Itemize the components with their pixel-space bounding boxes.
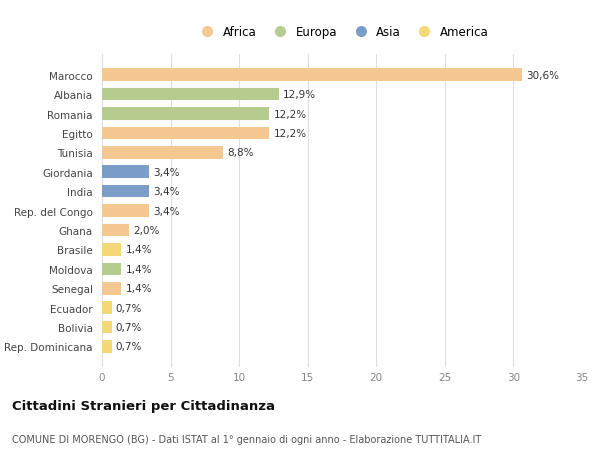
Text: 3,4%: 3,4% [153, 168, 179, 177]
Text: 3,4%: 3,4% [153, 206, 179, 216]
Text: 12,9%: 12,9% [283, 90, 316, 100]
Bar [102, 69, 521, 82]
Bar [102, 127, 269, 140]
Text: 1,4%: 1,4% [125, 264, 152, 274]
Text: 12,2%: 12,2% [274, 109, 307, 119]
Text: 3,4%: 3,4% [153, 187, 179, 197]
Bar [102, 108, 269, 121]
Bar [102, 263, 121, 275]
Bar [102, 205, 149, 218]
Text: 2,0%: 2,0% [134, 225, 160, 235]
Text: 0,7%: 0,7% [116, 322, 142, 332]
Bar [102, 282, 121, 295]
Bar [102, 166, 149, 179]
Text: 0,7%: 0,7% [116, 342, 142, 352]
Text: 1,4%: 1,4% [125, 284, 152, 294]
Text: Cittadini Stranieri per Cittadinanza: Cittadini Stranieri per Cittadinanza [12, 399, 275, 412]
Bar [102, 244, 121, 256]
Text: 30,6%: 30,6% [526, 71, 559, 80]
Bar [102, 341, 112, 353]
Text: 12,2%: 12,2% [274, 129, 307, 139]
Bar [102, 321, 112, 334]
Text: 0,7%: 0,7% [116, 303, 142, 313]
Bar [102, 302, 112, 314]
Text: 1,4%: 1,4% [125, 245, 152, 255]
Legend: Africa, Europa, Asia, America: Africa, Europa, Asia, America [193, 23, 491, 41]
Bar [102, 89, 279, 101]
Text: COMUNE DI MORENGO (BG) - Dati ISTAT al 1° gennaio di ogni anno - Elaborazione TU: COMUNE DI MORENGO (BG) - Dati ISTAT al 1… [12, 434, 481, 444]
Bar [102, 147, 223, 159]
Bar [102, 224, 130, 237]
Text: 8,8%: 8,8% [227, 148, 253, 158]
Bar [102, 185, 149, 198]
